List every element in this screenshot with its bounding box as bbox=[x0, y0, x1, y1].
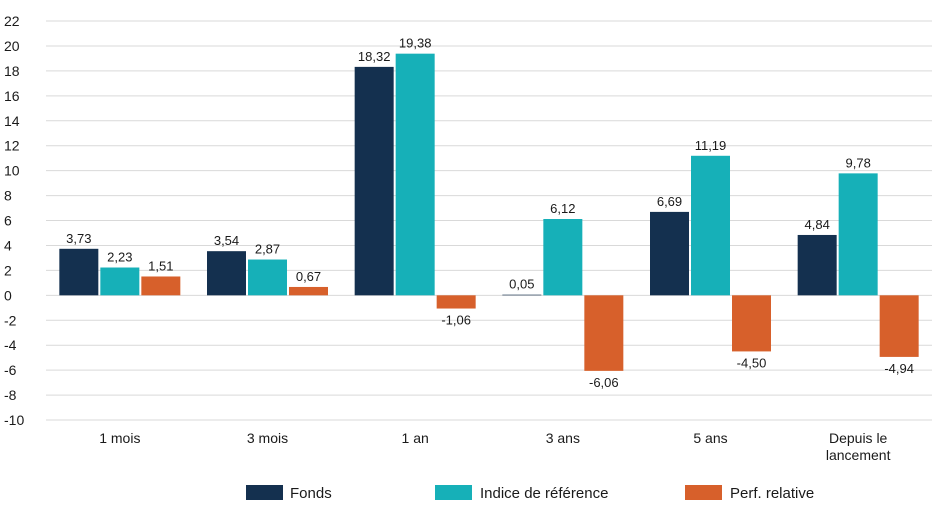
data-label: -1,06 bbox=[441, 313, 471, 328]
bar bbox=[289, 286, 328, 296]
y-tick-label: 6 bbox=[4, 213, 12, 229]
data-label: 19,38 bbox=[399, 36, 432, 51]
bar bbox=[543, 219, 583, 296]
y-tick-label: 2 bbox=[4, 262, 12, 278]
data-label: 4,84 bbox=[805, 217, 830, 232]
legend-swatch bbox=[246, 485, 283, 500]
legend-swatch bbox=[435, 485, 472, 500]
x-tick-label: 3 ans bbox=[546, 430, 580, 446]
data-label: 2,87 bbox=[255, 242, 280, 257]
x-tick-label: 1 an bbox=[402, 430, 429, 446]
bar bbox=[584, 295, 624, 371]
bar bbox=[248, 259, 287, 296]
data-label: 3,73 bbox=[66, 231, 91, 246]
bar bbox=[650, 211, 689, 296]
data-labels: 3,73 2,23 1,51 3,54 2,87 0,67 18,32 19,38 -1,06 0… bbox=[66, 36, 914, 390]
data-label: 6,12 bbox=[550, 201, 575, 216]
y-tick-label: -4 bbox=[4, 337, 17, 353]
bar bbox=[141, 276, 181, 296]
data-label: 9,78 bbox=[846, 155, 871, 170]
bar bbox=[436, 295, 476, 309]
legend-label: Perf. relative bbox=[730, 485, 814, 502]
data-label: 0,05 bbox=[509, 277, 534, 292]
data-label: -6,06 bbox=[589, 375, 619, 390]
x-tick-label: 1 mois bbox=[99, 430, 140, 446]
bar bbox=[691, 155, 730, 296]
x-tick-label: 5 ans bbox=[693, 430, 727, 446]
y-tick-label: 8 bbox=[4, 188, 12, 204]
data-label: 3,54 bbox=[214, 233, 239, 248]
bar bbox=[502, 294, 542, 296]
y-tick-label: 16 bbox=[4, 88, 20, 104]
bar bbox=[879, 295, 919, 357]
y-tick-label: 0 bbox=[4, 287, 12, 303]
data-label: -4,50 bbox=[737, 355, 767, 370]
data-label: 1,51 bbox=[148, 258, 173, 273]
bar bbox=[207, 251, 246, 296]
legend-label: Fonds bbox=[290, 485, 332, 502]
bar bbox=[354, 66, 394, 296]
x-axis-ticks: 1 mois 3 mois 1 an 3 ans 5 ans Depuis le lance… bbox=[99, 430, 890, 463]
x-tick-label: Depuis le lancement bbox=[826, 430, 891, 463]
legend-label: Indice de référence bbox=[480, 485, 608, 502]
data-label: 0,67 bbox=[296, 269, 321, 284]
bar bbox=[732, 295, 771, 352]
data-label: 18,32 bbox=[358, 49, 391, 64]
y-tick-label: -2 bbox=[4, 312, 17, 328]
y-tick-label: 20 bbox=[4, 38, 20, 54]
y-tick-label: 12 bbox=[4, 138, 20, 154]
data-label: 11,19 bbox=[695, 138, 727, 153]
y-tick-label: 14 bbox=[4, 113, 20, 129]
y-tick-label: 22 bbox=[4, 13, 20, 29]
data-label: 2,23 bbox=[107, 250, 132, 265]
y-tick-label: 4 bbox=[4, 237, 12, 253]
data-label: -4,94 bbox=[884, 361, 914, 376]
gridlines bbox=[46, 20, 932, 421]
bar bbox=[100, 267, 140, 296]
bar bbox=[797, 234, 837, 296]
data-label: 6,69 bbox=[657, 194, 682, 209]
y-tick-label: -8 bbox=[4, 387, 17, 403]
y-tick-label: -6 bbox=[4, 362, 17, 378]
bar bbox=[838, 173, 878, 296]
bars bbox=[59, 53, 919, 371]
y-tick-label: -10 bbox=[4, 412, 24, 428]
y-tick-label: 18 bbox=[4, 63, 20, 79]
bar bbox=[59, 248, 99, 296]
y-tick-label: 10 bbox=[4, 163, 20, 179]
x-tick-label: 3 mois bbox=[247, 430, 288, 446]
bar bbox=[395, 53, 435, 296]
legend-swatch bbox=[685, 485, 722, 500]
legend: Fonds Indice de référence Perf. relative bbox=[246, 485, 814, 502]
